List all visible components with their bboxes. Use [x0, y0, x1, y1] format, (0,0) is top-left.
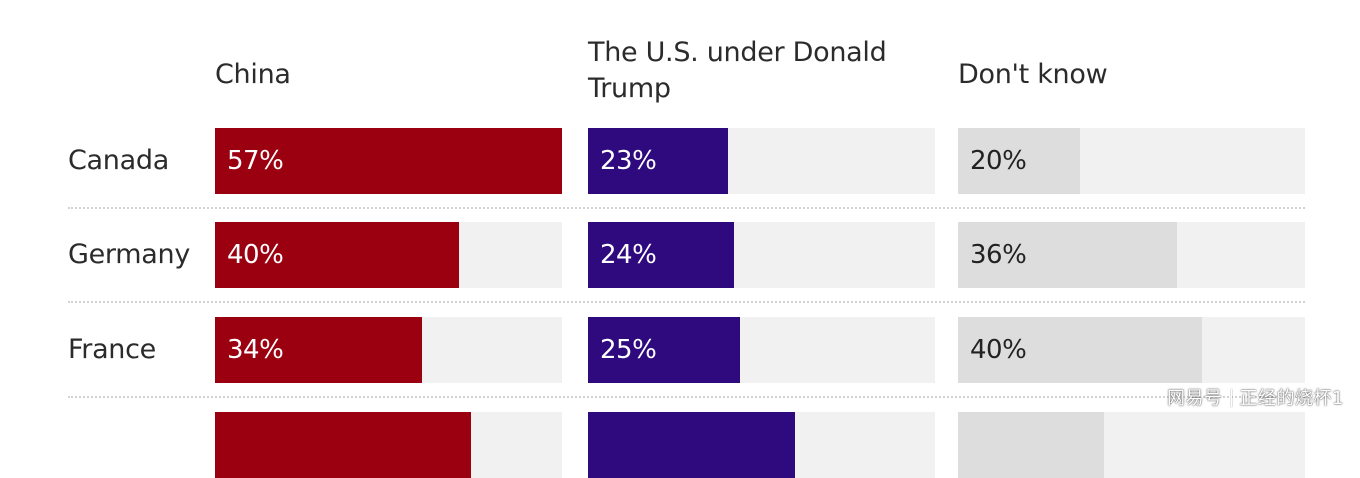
bar-china-partial [215, 412, 471, 478]
bar-dont-know-france: 40% [958, 317, 1202, 383]
bar-track [215, 412, 562, 478]
bar-us-france: 25% [588, 317, 741, 383]
row-divider [68, 396, 1305, 398]
bar-value-label: 25% [600, 335, 657, 365]
bar-track: 34% [215, 317, 562, 383]
row-label-germany: Germany [68, 239, 190, 270]
bar-track: 40% [958, 317, 1305, 383]
bar-track: 57% [215, 128, 562, 194]
watermark-brand: 网易号 [1167, 388, 1223, 409]
watermark-separator [1230, 389, 1232, 407]
watermark: 网易号 正经的烧杯1 [1167, 384, 1344, 410]
bar-value-label: 23% [600, 146, 657, 176]
column-header-us-under-trump: The U.S. under Donald Trump [588, 37, 887, 104]
bar-us-partial [588, 412, 795, 478]
bar-dont-know-germany: 36% [958, 222, 1178, 288]
bar-track [588, 412, 935, 478]
bar-china-germany: 40% [215, 222, 459, 288]
bar-us-germany: 24% [588, 222, 735, 288]
bar-track: 20% [958, 128, 1305, 194]
bar-value-label: 36% [970, 240, 1027, 270]
bar-china-canada: 57% [215, 128, 562, 194]
bar-track: 24% [588, 222, 935, 288]
bar-us-canada: 23% [588, 128, 729, 194]
bar-dont-know-canada: 20% [958, 128, 1080, 194]
bar-value-label: 57% [227, 146, 284, 176]
bar-track: 36% [958, 222, 1305, 288]
bar-track: 25% [588, 317, 935, 383]
column-header-china: China [215, 59, 291, 90]
bar-value-label: 24% [600, 240, 657, 270]
bar-value-label: 34% [227, 335, 284, 365]
bar-china-france: 34% [215, 317, 422, 383]
bar-track [958, 412, 1305, 478]
watermark-author: 正经的烧杯1 [1239, 388, 1344, 409]
bar-dont-know-partial [958, 412, 1105, 478]
bar-track: 40% [215, 222, 562, 288]
bar-value-label: 20% [970, 146, 1027, 176]
row-label-france: France [68, 334, 156, 365]
bar-track: 23% [588, 128, 935, 194]
row-label-canada: Canada [68, 145, 169, 176]
row-divider [68, 301, 1305, 303]
bar-value-label: 40% [970, 335, 1027, 365]
bar-value-label: 40% [227, 240, 284, 270]
column-header-dont-know: Don't know [958, 59, 1108, 90]
row-divider [68, 207, 1305, 209]
